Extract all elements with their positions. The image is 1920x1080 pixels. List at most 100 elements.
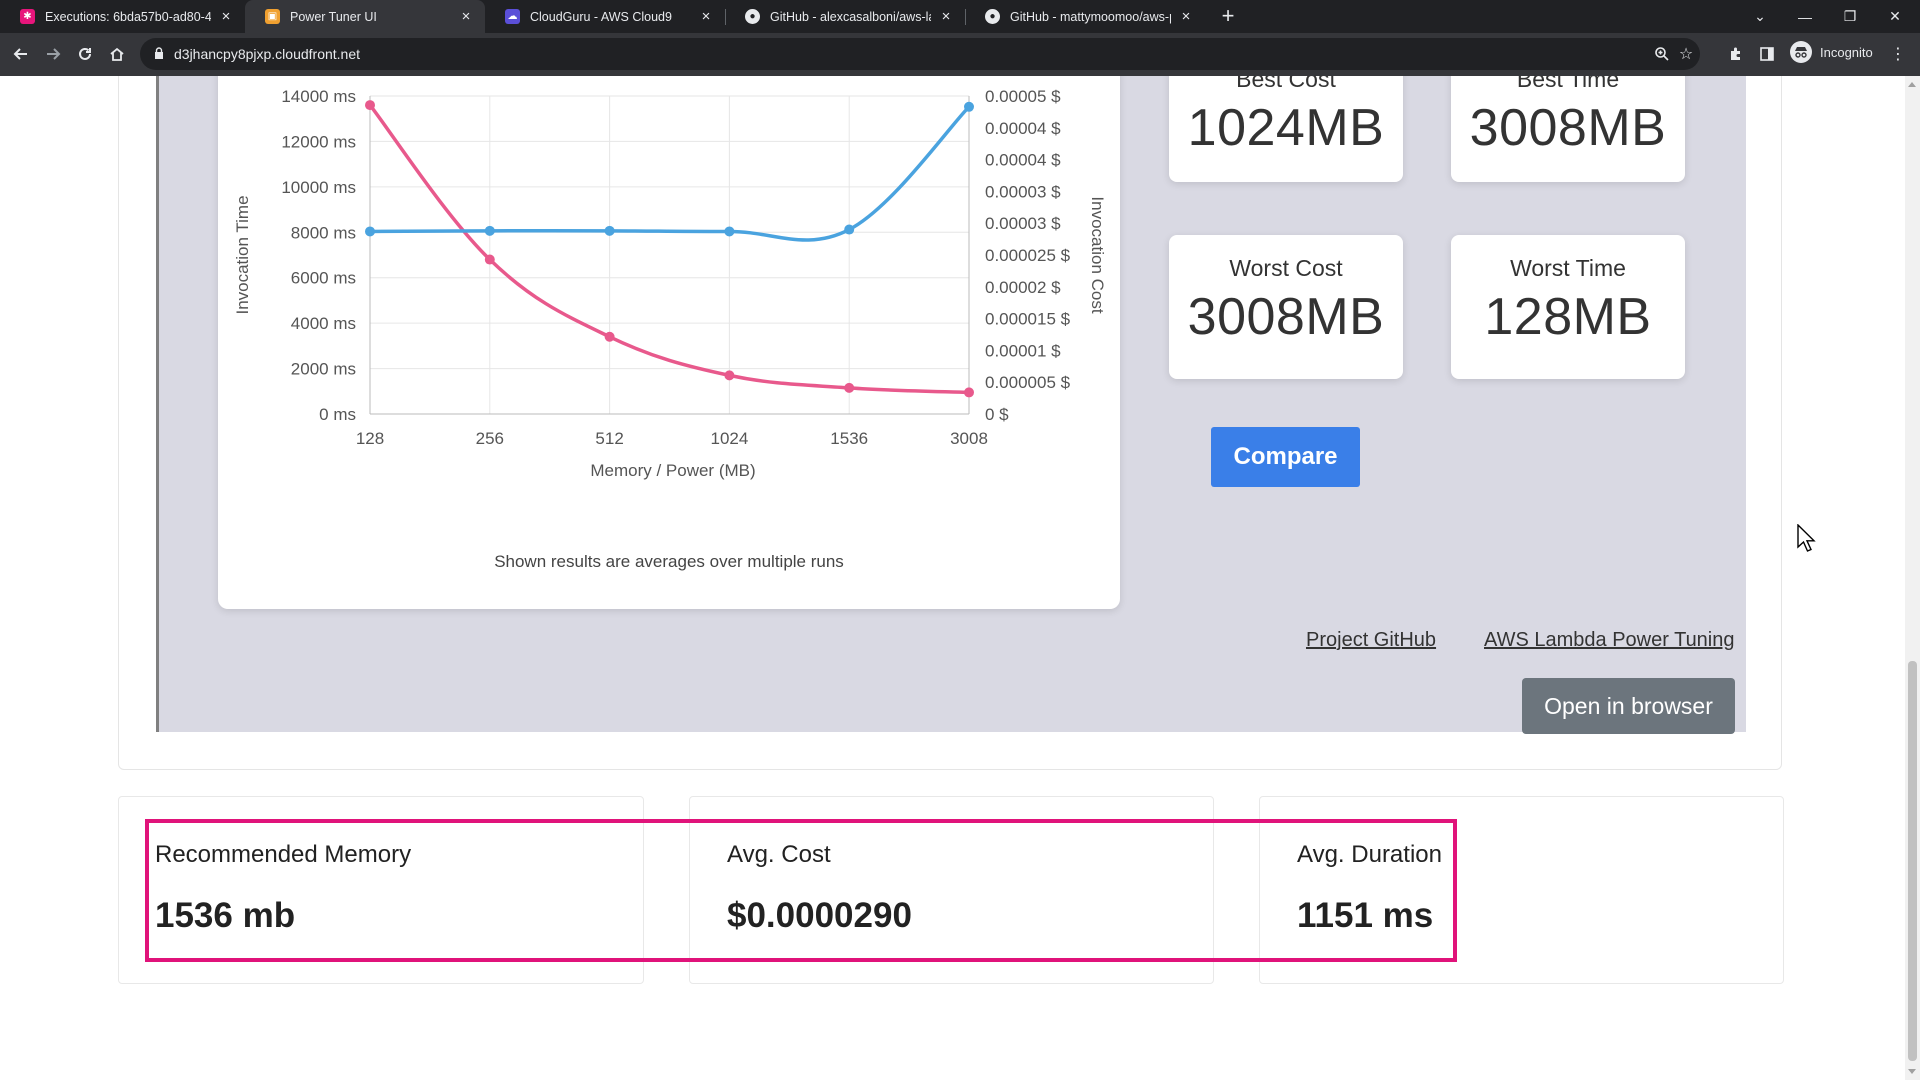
x-tick-label: 512 <box>595 429 623 448</box>
browser-toolbar: d3jhancpy8pjxp.cloudfront.net ☆ Incognit… <box>0 33 1920 76</box>
scroll-up-arrow-icon[interactable] <box>1908 82 1916 87</box>
project-github-link[interactable]: Project GitHub <box>1306 629 1437 651</box>
scroll-down-arrow-icon[interactable] <box>1908 1069 1916 1074</box>
restore-button[interactable]: ❐ <box>1843 8 1857 24</box>
tab-github-alexcasalboni[interactable]: ● GitHub - alexcasalboni/aws-lamb × <box>725 0 965 33</box>
tab-title: CloudGuru - AWS Cloud9 <box>530 9 672 24</box>
y-left-tick-label: 4000 ms <box>291 314 356 333</box>
invocation-time-data-point <box>484 254 495 265</box>
aws-lambda-power-tuning-link[interactable]: AWS Lambda Power Tuning <box>1484 629 1735 651</box>
y-left-tick-label: 10000 ms <box>281 178 356 197</box>
close-icon[interactable]: × <box>1181 8 1191 25</box>
invocation-time-data-point <box>844 382 855 393</box>
avg-cost-value: $0.0000290 <box>727 896 912 935</box>
mouse-cursor-icon <box>1797 524 1816 552</box>
y-right-tick-label: 0.00004 $ <box>985 151 1061 170</box>
y-left-tick-label: 6000 ms <box>291 269 356 288</box>
y-left-tick-label: 12000 ms <box>281 132 356 151</box>
step-functions-icon: ✱ <box>20 9 35 24</box>
zoom-icon[interactable] <box>1652 44 1672 64</box>
invocation-cost-data-point <box>724 226 735 237</box>
aws-box-icon: ▣ <box>265 9 280 24</box>
invocation-cost-data-point <box>365 226 375 237</box>
tab-separator <box>965 9 966 25</box>
lock-icon <box>155 47 163 59</box>
minimize-button[interactable]: — <box>1798 8 1812 25</box>
tab-github-mattymoomoo[interactable]: ● GitHub - mattymoomoo/aws-pov × <box>965 0 1205 33</box>
invocation-time-series-line <box>368 104 970 395</box>
reload-button[interactable] <box>72 41 98 67</box>
best-time-value: 3008MB <box>1469 99 1667 157</box>
x-tick-label: 3008 <box>950 429 988 448</box>
y-right-tick-label: 0 $ <box>985 405 1009 424</box>
x-tick-label: 1024 <box>710 429 748 448</box>
close-icon[interactable]: × <box>461 8 471 25</box>
tab-cloudguru[interactable]: ☁ CloudGuru - AWS Cloud9 × <box>485 0 725 33</box>
y-right-tick-label: 0.00004 $ <box>985 119 1061 138</box>
open-in-browser-button[interactable]: Open in browser <box>1522 678 1735 734</box>
tab-search-button[interactable]: ⌄ <box>1754 8 1766 24</box>
arrow-left-icon <box>13 48 27 60</box>
avg-duration-label: Avg. Duration <box>1297 841 1442 868</box>
worst-cost-value: 3008MB <box>1187 288 1385 346</box>
worst-cost-card: Worst Cost 3008MB <box>1169 235 1403 379</box>
forward-button[interactable] <box>40 41 66 67</box>
home-button[interactable] <box>104 41 130 67</box>
recommended-memory-card: Recommended Memory 1536 mb <box>118 796 644 984</box>
recommended-memory-value: 1536 mb <box>155 896 296 935</box>
address-bar[interactable]: d3jhancpy8pjxp.cloudfront.net ☆ <box>140 38 1700 70</box>
avg-duration-value: 1151 ms <box>1297 896 1434 935</box>
back-button[interactable] <box>8 41 34 67</box>
scrollbar-thumb[interactable] <box>1908 661 1917 1061</box>
tab-title: GitHub - alexcasalboni/aws-lamb <box>770 9 931 24</box>
avg-cost-card: Avg. Cost $0.0000290 <box>689 796 1214 984</box>
window-close-button[interactable]: ✕ <box>1889 8 1901 24</box>
invocation-time-data-point <box>604 331 615 342</box>
close-icon[interactable]: × <box>701 8 711 25</box>
page-scrollbar[interactable] <box>1905 76 1920 1080</box>
y-right-tick-label: 0.00005 $ <box>985 87 1061 106</box>
chart-card: 14000 ms 12000 ms 10000 ms 8000 ms 6000 ms 40… <box>218 76 1120 609</box>
side-panel-icon[interactable] <box>1757 44 1777 64</box>
recommended-memory-label: Recommended Memory <box>155 841 412 868</box>
x-tick-label: 1536 <box>830 429 868 448</box>
y-left-tick-label: 2000 ms <box>291 360 356 379</box>
page-viewport: 14000 ms 12000 ms 10000 ms 8000 ms 6000 ms 40… <box>0 76 1905 1080</box>
tab-power-tuner[interactable]: ▣ Power Tuner UI × <box>245 0 485 33</box>
compare-button[interactable]: Compare <box>1211 427 1360 487</box>
url-text: d3jhancpy8pjxp.cloudfront.net <box>174 46 361 62</box>
x-axis-title: Memory / Power (MB) <box>590 461 755 480</box>
invocation-cost-data-point <box>844 224 855 235</box>
worst-time-label: Worst Time <box>1510 255 1626 281</box>
best-time-label: Best Time <box>1516 76 1620 92</box>
chart-note: Shown results are averages over multiple… <box>494 552 844 571</box>
y-right-tick-label: 0.000005 $ <box>985 373 1071 392</box>
tab-title: GitHub - mattymoomoo/aws-pov <box>1010 9 1171 24</box>
close-icon[interactable]: × <box>941 8 951 25</box>
y-right-tick-label: 0.000025 $ <box>985 246 1071 265</box>
browser-menu-icon[interactable]: ⋮ <box>1890 46 1906 63</box>
highlight-box <box>145 819 1457 962</box>
tab-executions[interactable]: ✱ Executions: 6bda57b0-ad80-4bf × <box>0 0 245 33</box>
tab-separator <box>725 9 726 25</box>
arrow-right-icon <box>47 48 61 60</box>
y-right-tick-label: 0.00001 $ <box>985 341 1061 360</box>
new-tab-button[interactable]: + <box>1221 3 1235 28</box>
y-right-tick-label: 0.000015 $ <box>985 310 1071 329</box>
tab-title: Executions: 6bda57b0-ad80-4bf <box>45 9 211 24</box>
bookmark-star-icon[interactable]: ☆ <box>1678 46 1694 63</box>
x-tick-label: 128 <box>356 429 384 448</box>
y-right-axis-title: Invocation Cost <box>1088 196 1107 313</box>
invocation-time-data-point <box>724 370 735 381</box>
incognito-profile-button[interactable]: Incognito <box>1790 41 1873 63</box>
invocation-cost-data-point <box>964 101 974 112</box>
avg-cost-label: Avg. Cost <box>727 841 831 868</box>
extensions-icon[interactable] <box>1726 44 1746 64</box>
x-tick-label: 256 <box>476 429 504 448</box>
best-cost-value: 1024MB <box>1187 99 1385 157</box>
invocation-time-data-point <box>964 387 974 398</box>
best-cost-card: Best Cost 1024MB <box>1169 76 1403 182</box>
y-left-tick-label: 14000 ms <box>281 87 356 106</box>
close-icon[interactable]: × <box>221 8 231 25</box>
reload-icon <box>79 47 91 60</box>
